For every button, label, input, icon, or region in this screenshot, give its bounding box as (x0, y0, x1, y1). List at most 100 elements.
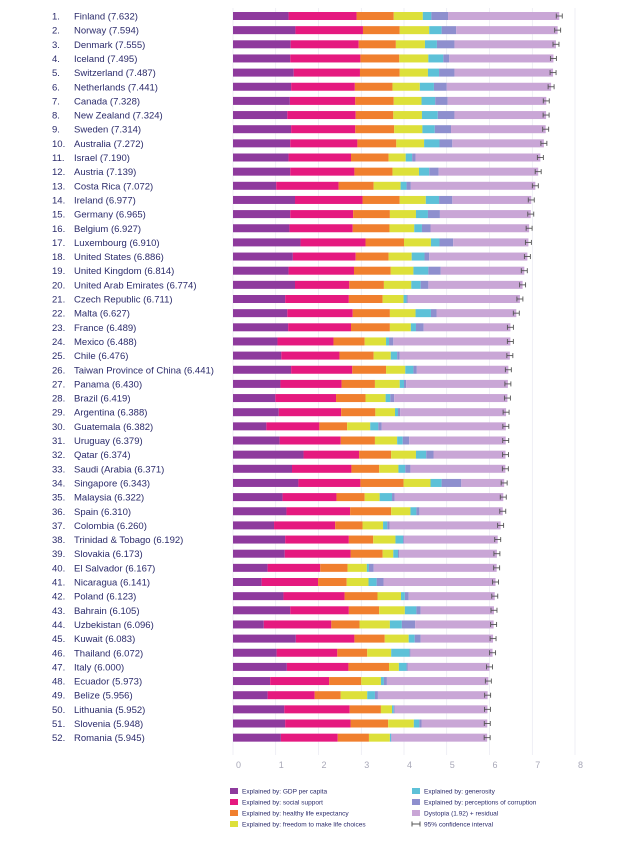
bar-segment-gdp (233, 379, 281, 388)
bar-segment-gdp (233, 351, 282, 360)
rank-label: 25. (52, 351, 65, 362)
bar-segment-social (290, 606, 349, 615)
bar-segment-dystopia (453, 238, 529, 247)
legend-label: Explained by: social support (242, 799, 323, 806)
chart-row: 17. Luxembourg (6.910) (52, 238, 532, 249)
rank-label: 33. (52, 464, 65, 475)
bar-segment-dystopia (433, 450, 506, 459)
bar-segment-corruption (404, 379, 407, 388)
bar-segment-generosity (421, 96, 436, 105)
bar-segment-gdp (233, 111, 288, 120)
bar-segment-social (288, 266, 354, 275)
bar-segment-corruption (437, 111, 455, 120)
country-label: Uzbekistan (6.096) (74, 620, 154, 631)
bar-segment-generosity (413, 266, 429, 275)
bar-segment-corruption (439, 139, 453, 148)
legend-label: Explained by: GDP per capita (242, 788, 328, 795)
bar-segment-gdp (233, 535, 286, 544)
bar-segment-dystopia (454, 111, 547, 120)
bar-segment-social (276, 648, 338, 657)
bar-segment-generosity (405, 153, 413, 162)
bar-segment-health (354, 167, 393, 176)
confidence-interval (502, 409, 510, 415)
bar-segment-corruption (391, 733, 392, 742)
bar-segment-social (291, 464, 352, 473)
bar-segment-dystopia (383, 578, 496, 586)
rank-label: 8. (52, 111, 60, 122)
bar-segment-freedom (389, 224, 415, 233)
rank-label: 43. (52, 606, 65, 617)
bar-segment-gdp (233, 323, 289, 332)
bar-segment-corruption (398, 549, 400, 558)
legend-swatch (412, 788, 420, 794)
bar-segment-social (276, 181, 339, 190)
chart-row: 46. Thailand (6.072) (52, 648, 497, 659)
bar-segment-gdp (233, 394, 276, 403)
rank-label: 6. (52, 82, 60, 93)
country-label: Lithuania (5.952) (74, 705, 145, 716)
bar-segment-health (356, 12, 394, 20)
bar-segment-health (341, 379, 375, 388)
bar-segment-gdp (233, 195, 295, 204)
chart-row: 41. Nicaragua (6.141) (52, 578, 499, 589)
bar-segment-freedom (396, 139, 425, 148)
bar-segment-social (289, 224, 353, 233)
bar-segment-corruption (404, 592, 409, 601)
country-label: Netherlands (7.441) (74, 82, 158, 93)
chart-row: 22. Malta (6.627) (52, 309, 520, 320)
bar-segment-generosity (400, 181, 407, 190)
bar-segment-corruption (401, 620, 416, 629)
bar-segment-gdp (233, 620, 264, 629)
bar-segment-health (360, 478, 404, 487)
bar-segment-freedom (389, 309, 416, 318)
confidence-interval (506, 353, 514, 359)
bar-segment-dystopia (428, 280, 523, 289)
confidence-interval (503, 395, 511, 401)
bar-segment-freedom (399, 68, 428, 77)
bar-segment-social (267, 563, 321, 572)
chart-row: 27. Panama (6.430) (52, 379, 512, 390)
bar-segment-gdp (233, 96, 290, 105)
legend-label: Explained by: freedom to make life choic… (242, 821, 366, 828)
bar-segment-social (290, 210, 354, 219)
bar-segment-health (350, 719, 389, 728)
bar-segment-health (355, 125, 395, 134)
chart-row: 31. Uruguay (6.379) (52, 436, 510, 447)
confidence-interval (490, 621, 498, 627)
bar-segment-corruption (383, 677, 387, 686)
country-label: Uruguay (6.379) (74, 436, 143, 447)
bar-segment-freedom (383, 280, 412, 289)
bar-segment-social (303, 450, 360, 459)
country-label: Colombia (6.260) (74, 521, 147, 532)
bar-segment-dystopia (420, 634, 494, 643)
bar-segment-dystopia (452, 139, 544, 148)
bar-segment-gdp (233, 422, 267, 431)
country-label: Argentina (6.388) (74, 408, 147, 419)
country-label: Malta (6.627) (74, 309, 130, 320)
rank-label: 4. (52, 54, 60, 65)
bar-segment-corruption (390, 394, 395, 403)
legend-item-social: Explained by: social support (230, 799, 323, 806)
bar-segment-social (285, 719, 351, 728)
confidence-interval (506, 324, 514, 330)
country-label: Iceland (7.495) (74, 54, 137, 65)
rank-label: 51. (52, 719, 65, 730)
country-label: Spain (6.310) (74, 507, 131, 518)
rank-label: 29. (52, 408, 65, 419)
bar-segment-freedom (395, 40, 425, 49)
bar-segment-social (275, 394, 337, 403)
bar-segment-health (341, 408, 376, 417)
rank-label: 36. (52, 507, 65, 518)
bar-segment-health (339, 351, 374, 360)
bar-segment-gdp (233, 450, 304, 459)
bar-segment-health (337, 733, 369, 742)
chart-row: 26. Taiwan Province of China (6.441) (52, 365, 512, 376)
country-label: Denmark (7.555) (74, 40, 145, 51)
confidence-interval (483, 735, 491, 741)
bar-segment-generosity (428, 54, 444, 63)
rank-label: 16. (52, 224, 65, 235)
bar-segment-corruption (434, 125, 452, 134)
bar-segment-corruption (424, 252, 430, 261)
chart-row: 52. Romania (5.945) (52, 733, 491, 744)
chart-row: 8. New Zealand (7.324) (52, 111, 550, 122)
